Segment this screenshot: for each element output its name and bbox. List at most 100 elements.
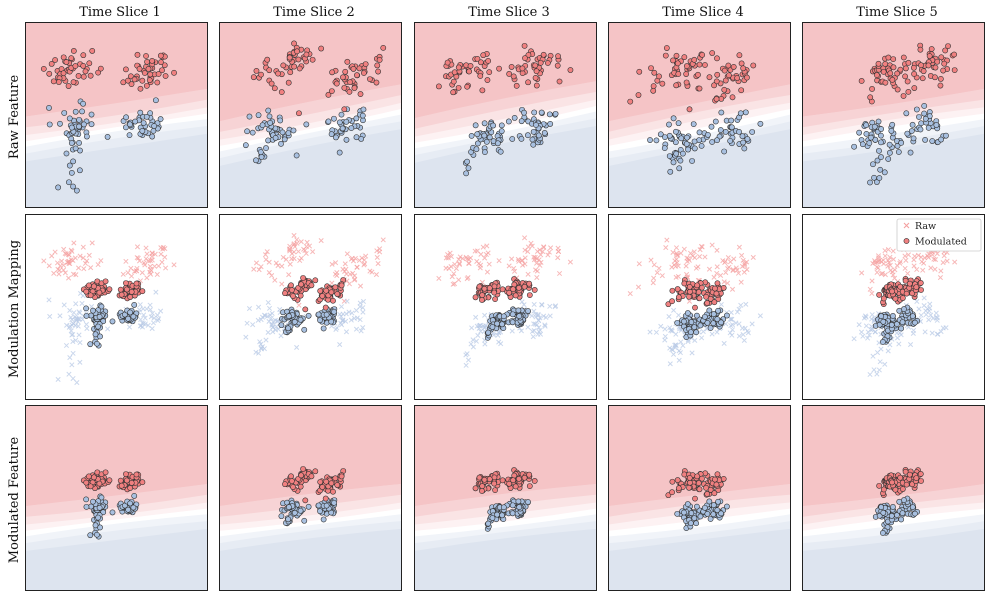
- red-point: [290, 293, 296, 299]
- raw-point: [654, 270, 660, 276]
- red-point: [674, 60, 681, 67]
- red-point: [373, 79, 380, 86]
- raw-point: [482, 341, 488, 347]
- raw-point: [360, 305, 366, 311]
- blue-point: [525, 308, 531, 314]
- red-point: [889, 479, 895, 486]
- red-point: [711, 490, 718, 497]
- raw-point: [685, 338, 691, 345]
- red-point: [526, 471, 533, 478]
- raw-point: [67, 355, 73, 361]
- blue-point: [701, 313, 708, 320]
- red-point: [362, 61, 369, 68]
- raw-point: [144, 251, 150, 257]
- red-point: [945, 43, 951, 50]
- red-point: [350, 66, 357, 72]
- red-point: [303, 51, 310, 58]
- raw-point: [356, 257, 362, 263]
- red-point: [890, 56, 897, 62]
- raw-point: [663, 245, 669, 251]
- blue-point: [718, 319, 724, 326]
- blue-point: [277, 117, 284, 124]
- raw-point: [144, 306, 150, 312]
- raw-point: [907, 342, 914, 348]
- red-point: [674, 477, 681, 483]
- raw-point: [244, 320, 250, 326]
- raw-point: [627, 291, 633, 297]
- blue-point: [46, 121, 53, 128]
- raw-point: [874, 371, 880, 377]
- blue-point: [152, 97, 159, 104]
- red-point: [918, 62, 924, 69]
- raw-point: [286, 272, 292, 278]
- blue-point: [360, 106, 367, 113]
- blue-point: [83, 133, 90, 140]
- raw-point: [536, 257, 542, 263]
- raw-point: [636, 261, 642, 267]
- raw-point: [521, 302, 527, 308]
- raw-point: [258, 264, 264, 270]
- blue-point: [267, 120, 274, 126]
- raw-point: [105, 326, 111, 332]
- red-point: [133, 471, 140, 478]
- red-point: [80, 63, 87, 69]
- blue-point: [867, 179, 873, 186]
- blue-point: [938, 136, 944, 143]
- blue-point: [706, 498, 713, 505]
- red-point: [713, 96, 720, 102]
- blue-point: [717, 127, 724, 133]
- raw-point: [126, 324, 133, 330]
- raw-point: [351, 277, 357, 283]
- raw-point: [451, 271, 457, 277]
- raw-point: [295, 248, 301, 255]
- red-point: [347, 79, 353, 86]
- raw-point: [468, 341, 474, 347]
- raw-point: [456, 260, 463, 266]
- raw-point: [856, 322, 862, 328]
- blue-point: [870, 161, 876, 168]
- blue-point: [933, 122, 940, 128]
- raw-point: [250, 322, 256, 328]
- blue-point: [126, 132, 133, 139]
- blue-point: [104, 133, 111, 140]
- red-point: [740, 65, 747, 72]
- panel-frame: [414, 22, 597, 208]
- blue-point: [63, 150, 70, 157]
- red-point: [117, 477, 124, 484]
- red-point: [131, 76, 138, 83]
- raw-point: [734, 267, 740, 273]
- blue-point: [61, 110, 68, 116]
- red-point: [83, 288, 90, 295]
- raw-point: [519, 299, 525, 305]
- blue-point: [898, 139, 905, 146]
- raw-point: [262, 252, 269, 258]
- red-point: [670, 57, 676, 64]
- raw-point: [287, 247, 293, 253]
- raw-point: [66, 371, 72, 377]
- red-point: [669, 287, 676, 294]
- raw-point: [721, 279, 727, 285]
- raw-point: [354, 264, 360, 270]
- raw-point: [714, 247, 720, 253]
- legend-raw-marker: [903, 222, 910, 229]
- red-region: [219, 405, 402, 507]
- raw-point: [695, 264, 701, 270]
- blue-point: [886, 149, 893, 156]
- blue-point: [670, 159, 677, 166]
- blue-point: [98, 303, 105, 310]
- blue-point: [285, 130, 292, 137]
- blue-point: [88, 111, 95, 118]
- raw-point: [670, 249, 676, 255]
- raw-point: [541, 313, 547, 319]
- red-point: [289, 287, 295, 293]
- raw-point: [260, 314, 266, 320]
- raw-point: [62, 270, 68, 276]
- red-point: [361, 70, 367, 76]
- blue-point: [710, 511, 717, 518]
- raw-point: [272, 317, 278, 323]
- blue-point: [473, 146, 480, 153]
- red-point: [340, 74, 346, 81]
- blue-point: [896, 307, 903, 314]
- raw-point: [482, 255, 488, 261]
- red-point: [86, 60, 93, 67]
